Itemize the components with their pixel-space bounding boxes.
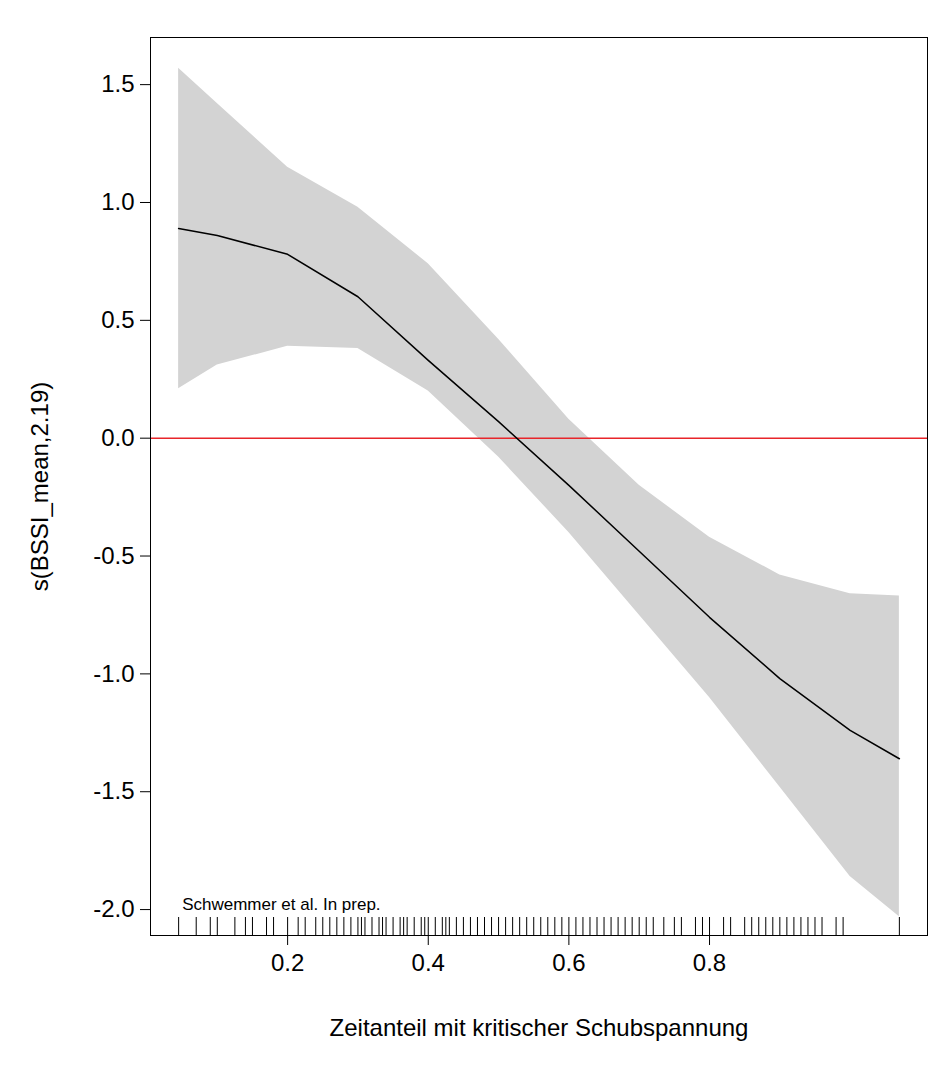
svg-text:-1.0: -1.0 [93, 660, 134, 687]
svg-text:s(BSSI_mean,2.19): s(BSSI_mean,2.19) [26, 382, 53, 591]
svg-text:0.4: 0.4 [412, 949, 445, 976]
svg-text:-2.0: -2.0 [93, 895, 134, 922]
svg-text:0.6: 0.6 [552, 949, 585, 976]
svg-text:0.2: 0.2 [271, 949, 304, 976]
svg-text:0.8: 0.8 [693, 949, 726, 976]
svg-text:0.5: 0.5 [101, 306, 134, 333]
svg-text:1.5: 1.5 [101, 70, 134, 97]
svg-text:-1.5: -1.5 [93, 777, 134, 804]
svg-text:0.0: 0.0 [101, 424, 134, 451]
svg-text:-0.5: -0.5 [93, 542, 134, 569]
svg-text:Schwemmer et al. In prep.: Schwemmer et al. In prep. [182, 895, 380, 914]
svg-text:1.0: 1.0 [101, 188, 134, 215]
svg-text:Zeitanteil mit kritischer Schu: Zeitanteil mit kritischer Schubspannung [330, 1014, 749, 1041]
